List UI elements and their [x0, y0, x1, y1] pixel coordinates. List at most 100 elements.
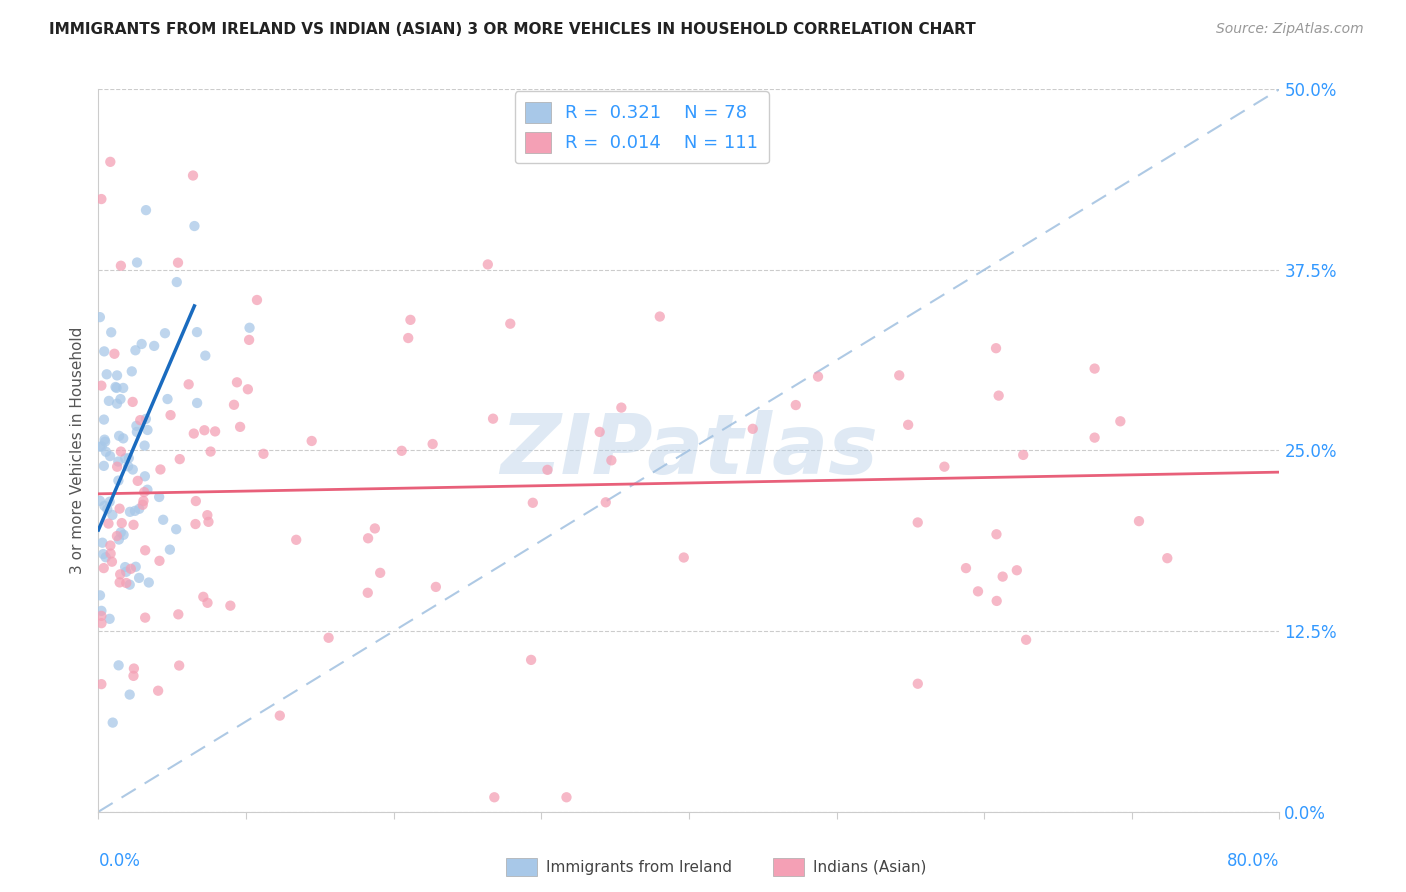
- Point: [135, 203, 157, 218]
- Point: [391, 443, 413, 458]
- Point: [115, 576, 138, 591]
- Point: [89, 588, 111, 602]
- Point: [741, 422, 763, 436]
- Point: [93, 561, 115, 575]
- Point: [907, 516, 929, 530]
- Point: [89, 493, 111, 508]
- Point: [200, 444, 222, 458]
- Point: [194, 349, 217, 363]
- Point: [94, 434, 117, 449]
- Point: [105, 368, 128, 383]
- Point: [117, 459, 139, 474]
- Point: [1084, 361, 1107, 376]
- Point: [396, 331, 419, 345]
- Point: [149, 462, 172, 476]
- Point: [134, 610, 156, 624]
- Point: [246, 293, 269, 307]
- Point: [90, 616, 112, 631]
- Point: [368, 566, 391, 580]
- Point: [183, 426, 205, 441]
- Point: [169, 452, 191, 467]
- Point: [89, 310, 111, 325]
- Point: [285, 533, 308, 547]
- Point: [105, 397, 128, 411]
- Point: [96, 502, 118, 516]
- Point: [967, 584, 990, 599]
- Point: [132, 494, 155, 508]
- Point: [114, 451, 136, 466]
- Point: [499, 317, 522, 331]
- Point: [536, 463, 558, 477]
- Point: [105, 459, 128, 474]
- Point: [91, 547, 114, 561]
- Point: [93, 344, 115, 359]
- Point: [148, 490, 170, 504]
- Point: [195, 508, 218, 523]
- Point: [134, 543, 156, 558]
- Point: [152, 513, 174, 527]
- Point: [108, 575, 131, 590]
- Point: [98, 154, 121, 169]
- Point: [167, 255, 190, 269]
- Point: [121, 364, 143, 378]
- Point: [184, 494, 207, 508]
- Point: [522, 496, 544, 510]
- Point: [125, 425, 148, 439]
- Legend: R =  0.321    N = 78, R =  0.014    N = 111: R = 0.321 N = 78, R = 0.014 N = 111: [515, 91, 769, 163]
- Point: [103, 347, 125, 361]
- Point: [98, 494, 121, 508]
- Point: [100, 326, 122, 340]
- Point: [89, 440, 111, 454]
- Point: [127, 474, 149, 488]
- Point: [193, 590, 215, 604]
- Point: [101, 555, 124, 569]
- Point: [107, 454, 129, 468]
- Point: [122, 661, 145, 675]
- Point: [955, 561, 977, 575]
- Point: [122, 669, 145, 683]
- Point: [107, 474, 129, 488]
- Point: [108, 533, 131, 547]
- Point: [121, 462, 143, 476]
- Point: [595, 495, 617, 509]
- Point: [197, 596, 219, 610]
- Point: [105, 381, 128, 395]
- Point: [136, 423, 159, 437]
- Point: [165, 522, 187, 536]
- Point: [128, 571, 150, 585]
- Point: [197, 515, 219, 529]
- Point: [222, 398, 245, 412]
- Point: [90, 439, 112, 453]
- Point: [166, 275, 188, 289]
- Point: [98, 612, 121, 626]
- Point: [110, 444, 132, 458]
- Point: [183, 219, 205, 233]
- Point: [159, 542, 181, 557]
- Point: [186, 325, 208, 339]
- Point: [93, 458, 115, 473]
- Point: [934, 459, 956, 474]
- Point: [156, 392, 179, 406]
- Point: [167, 658, 190, 673]
- Point: [269, 708, 291, 723]
- Text: Source: ZipAtlas.com: Source: ZipAtlas.com: [1216, 22, 1364, 37]
- Point: [897, 417, 920, 432]
- Point: [112, 431, 135, 445]
- Text: 0.0%: 0.0%: [98, 852, 141, 870]
- Point: [118, 451, 141, 466]
- Point: [484, 790, 506, 805]
- Point: [100, 547, 122, 561]
- Point: [112, 381, 135, 395]
- Point: [1005, 563, 1028, 577]
- Point: [555, 790, 578, 805]
- Point: [112, 528, 135, 542]
- Point: [111, 516, 134, 530]
- Point: [93, 412, 115, 426]
- Point: [118, 577, 141, 591]
- Point: [96, 368, 118, 382]
- Point: [97, 516, 120, 531]
- Point: [90, 608, 112, 623]
- Point: [121, 395, 143, 409]
- Point: [110, 259, 132, 273]
- Point: [132, 498, 155, 512]
